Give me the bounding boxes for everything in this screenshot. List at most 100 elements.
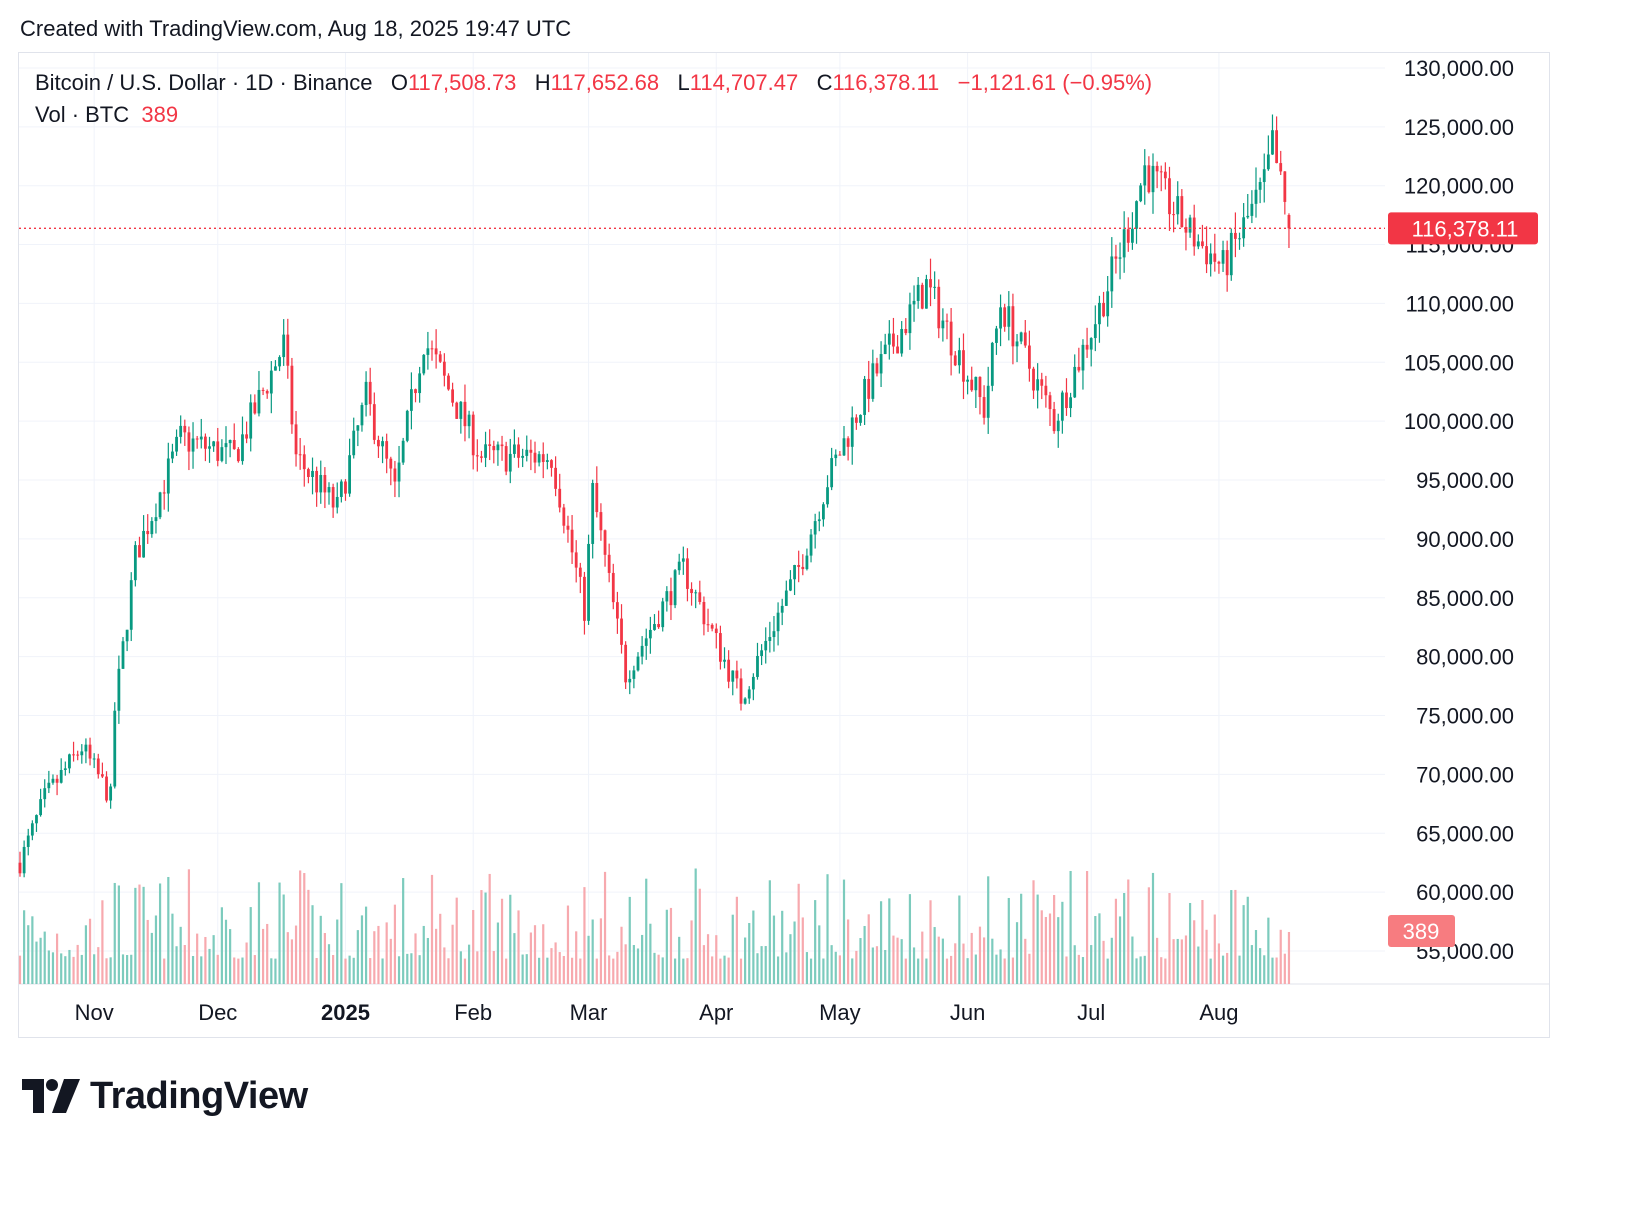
volume-bar [801,917,804,984]
volume-bar [237,958,240,984]
candle-body [480,456,483,458]
candle-body [484,444,487,458]
candle-body [133,545,137,581]
volume-bar [93,954,96,984]
candle-body [513,444,516,454]
candle-body [327,487,331,493]
candle-body [986,385,990,418]
volume-bar [884,949,887,984]
volume-bar [1168,893,1171,984]
candle-body [908,304,912,334]
volume-bar [599,918,603,984]
candle-body [780,605,784,613]
volume-bar [134,887,137,984]
volume-bar [538,957,541,984]
volume-bar [340,883,343,984]
candle-body [175,436,178,452]
low-label: L [677,70,690,95]
volume-bar [1213,914,1216,984]
volume-bar [146,919,149,984]
volume-bar [1090,945,1093,984]
volume-bar [1028,953,1031,984]
volume-bar [1015,922,1019,984]
volume-bar [999,949,1002,984]
volume-bar [109,957,112,984]
candle-body [68,754,71,769]
volume-bar [27,925,30,984]
volume-bar [356,930,359,984]
volume-bar [950,955,953,984]
candle-body [1254,189,1258,204]
price-axis-label: 90,000.00 [1416,527,1514,552]
volume-bar [941,938,944,984]
candle-body [587,543,590,621]
volume-bar [1073,945,1076,984]
candle-body [842,438,846,456]
volume-bar [257,882,261,984]
time-axis-label: Feb [454,1000,492,1025]
candle-body [1098,302,1101,325]
volume-bar [842,879,846,984]
volume-bar [253,955,256,984]
candle-body [1246,215,1250,218]
candle-body [1003,307,1007,327]
tradingview-logo[interactable]: TradingView [22,1072,308,1120]
candle-body [1188,217,1192,233]
price-axis-label: 125,000.00 [1404,115,1514,140]
volume-bar [1143,955,1146,984]
candle-body [1275,130,1278,164]
candle-body [236,449,240,462]
volume-bar [97,947,100,984]
candle-body [438,354,442,362]
candle-body [690,588,693,594]
candle-body [760,650,763,656]
volume-bar [789,934,792,984]
volume-bar [163,958,166,984]
candle-body [599,512,603,531]
volume-bar [509,894,512,984]
close-label: C [816,70,833,95]
candlestick-chart[interactable]: 130,000.00125,000.00120,000.00115,000.00… [0,0,1644,1060]
volume-bar [558,952,561,984]
candle-body [887,333,891,345]
candle-body [616,602,619,619]
candle-body [463,401,467,427]
volume-bar [533,925,537,984]
candle-body [1036,379,1040,391]
volume-bar [319,915,322,984]
volume-bar [191,956,195,984]
price-axis-label: 130,000.00 [1404,56,1514,81]
candle-body [698,592,702,602]
volume-bar [241,957,244,984]
candle-body [1168,178,1171,215]
candle-body [879,354,883,374]
volume-bar [987,876,990,984]
volume-bar [1254,930,1258,984]
volume-bar [822,958,825,984]
volume-bar [138,884,141,984]
volume-bar [60,953,63,984]
chart-frame[interactable] [18,52,1550,1038]
candle-body [1089,338,1093,350]
candle-body [1217,261,1221,264]
volume-bar [723,955,726,984]
candle-body [129,580,133,630]
candle-body [583,576,586,621]
candle-body [228,440,232,444]
volume-bar [690,920,693,984]
volume-bar [290,939,294,984]
volume-bar [1250,945,1253,984]
volume-bar [657,954,660,984]
candle-body [1102,302,1105,317]
volume-bar [678,936,681,984]
candle-body [966,379,969,382]
candle-body [414,389,417,394]
volume-bar [105,958,108,984]
candle-body [1093,324,1097,339]
volume-bar [744,937,747,984]
candle-body [920,284,924,309]
candle-body [504,446,508,472]
candle-body [204,436,207,449]
candle-body [974,376,978,391]
volume-bar [1209,958,1212,984]
